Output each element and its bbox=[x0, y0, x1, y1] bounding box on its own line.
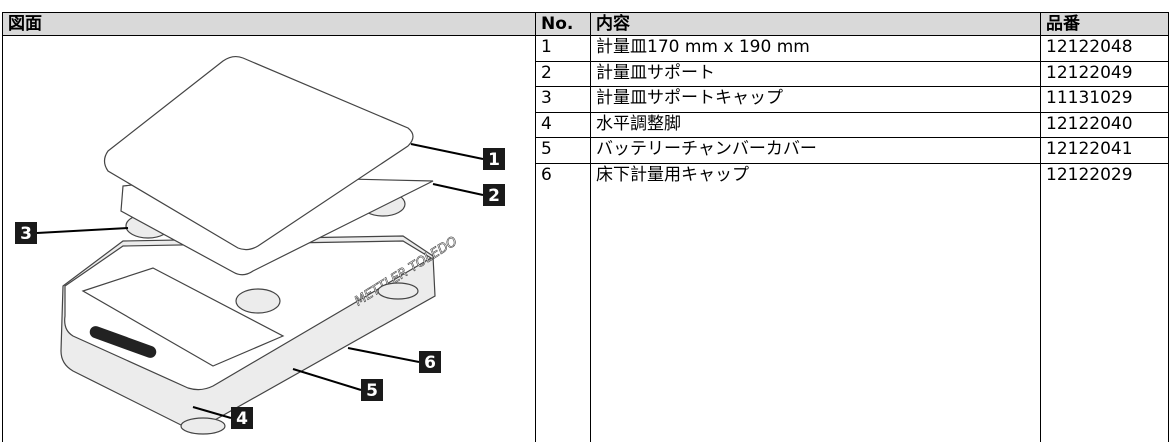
item-number: 6 bbox=[536, 163, 591, 442]
part-number: 12122049 bbox=[1041, 61, 1169, 87]
callout-number: 5 bbox=[366, 381, 378, 401]
callout-number: 6 bbox=[424, 353, 436, 373]
column-header: 図面 bbox=[3, 13, 536, 36]
part-number: 11131029 bbox=[1041, 87, 1169, 113]
callout-number: 2 bbox=[488, 186, 500, 206]
callout-number: 1 bbox=[488, 150, 500, 170]
item-description: 計量皿サポート bbox=[591, 61, 1041, 87]
item-description: 計量皿170 mm x 190 mm bbox=[591, 36, 1041, 62]
item-description: 水平調整脚 bbox=[591, 112, 1041, 138]
leader-line bbox=[433, 184, 483, 195]
callout-number: 3 bbox=[20, 224, 32, 244]
item-number: 4 bbox=[536, 112, 591, 138]
item-number: 3 bbox=[536, 87, 591, 113]
leader-line bbox=[293, 369, 361, 390]
column-header: No. bbox=[536, 13, 591, 36]
column-header: 内容 bbox=[591, 13, 1041, 36]
leader-line bbox=[411, 144, 483, 159]
item-number: 1 bbox=[536, 36, 591, 62]
foot bbox=[181, 418, 225, 434]
item-description: 床下計量用キャップ bbox=[591, 163, 1041, 442]
foot bbox=[378, 283, 418, 299]
item-description: バッテリーチャンバーカバー bbox=[591, 138, 1041, 164]
leader-line bbox=[37, 228, 128, 233]
item-description: 計量皿サポートキャップ bbox=[591, 87, 1041, 113]
column-header: 品番 bbox=[1041, 13, 1169, 36]
part-number: 12122041 bbox=[1041, 138, 1169, 164]
part-number: 12122048 bbox=[1041, 36, 1169, 62]
part-number: 12122040 bbox=[1041, 112, 1169, 138]
leader-line bbox=[348, 348, 419, 362]
item-number: 5 bbox=[536, 138, 591, 164]
support-cap bbox=[236, 289, 280, 313]
part-number: 12122029 bbox=[1041, 163, 1169, 442]
item-number: 2 bbox=[536, 61, 591, 87]
callout-number: 4 bbox=[236, 409, 248, 429]
